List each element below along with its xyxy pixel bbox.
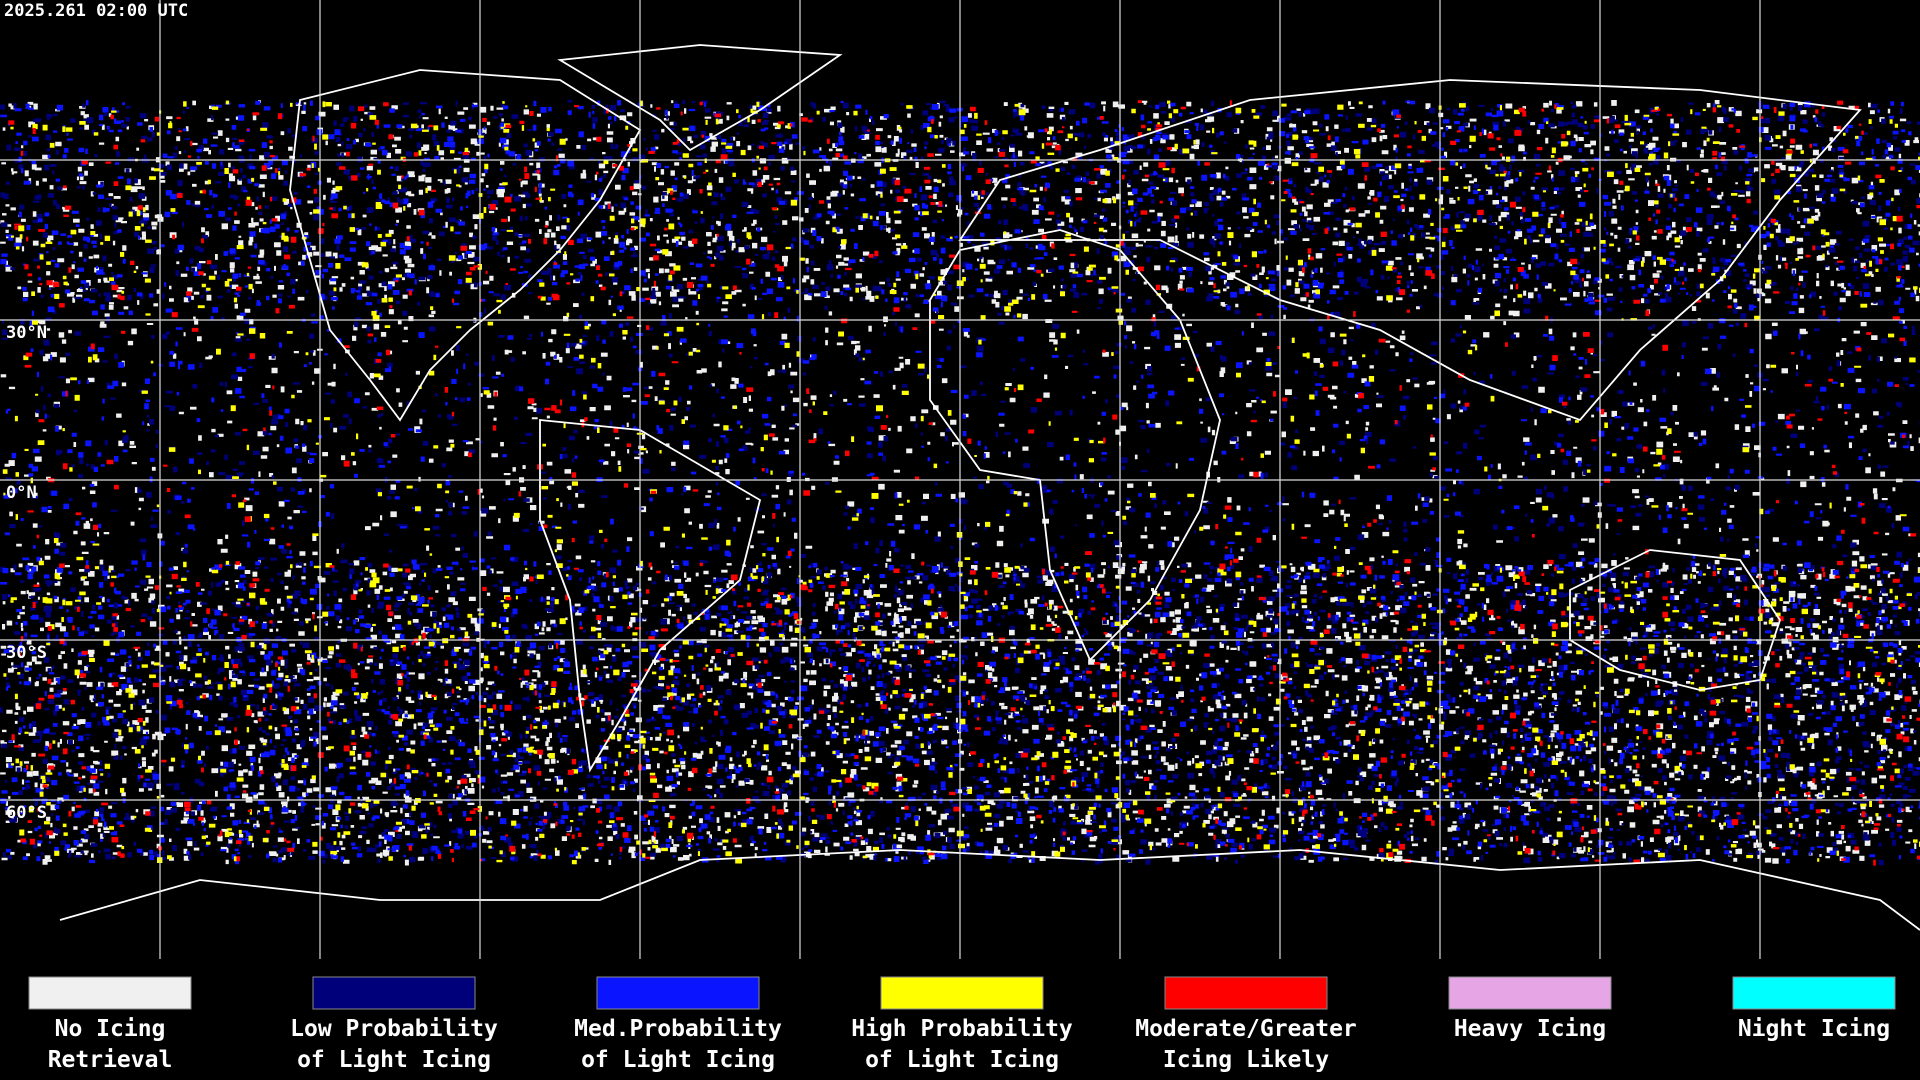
legend-swatch: [880, 976, 1044, 1010]
legend-swatch: [312, 976, 476, 1010]
legend-label: Heavy Icing: [1454, 1016, 1606, 1042]
legend-label: Icing Likely: [1163, 1047, 1329, 1073]
legend-label: of Light Icing: [297, 1047, 491, 1073]
latitude-label: 30°N: [6, 323, 47, 343]
latitude-label: 30°S: [6, 643, 47, 663]
legend-label: of Light Icing: [865, 1047, 1059, 1073]
legend-swatch: [1448, 976, 1612, 1010]
legend-label: Moderate/Greater: [1135, 1016, 1357, 1042]
north-america: [289, 69, 642, 422]
legend: No Icing Retrieval Low Probability of Light…: [28, 976, 1896, 1073]
graticule: [0, 0, 1920, 959]
latitude-label: 0°N: [6, 483, 37, 503]
legend-label: Night Icing: [1738, 1016, 1890, 1042]
antarctica: [59, 849, 1920, 931]
legend-label: No Icing: [55, 1016, 166, 1042]
latitude-label: 60°S: [6, 803, 47, 823]
legend-swatch: [1732, 976, 1896, 1010]
legend-label: of Light Icing: [581, 1047, 775, 1073]
legend-label: Low Probability: [290, 1016, 498, 1042]
legend-swatch: [1164, 976, 1328, 1010]
legend-label: Med.Probability: [574, 1016, 782, 1042]
coastlines: [59, 44, 1920, 931]
greenland: [557, 44, 843, 152]
south-america: [539, 419, 762, 773]
latitude-labels: 30°N 0°N 30°S 60°S: [6, 323, 47, 823]
legend-label: High Probability: [851, 1016, 1073, 1042]
africa-eurasia: [929, 79, 1862, 662]
timestamp: 2025.261 02:00 UTC: [4, 1, 188, 21]
legend-swatch: [596, 976, 760, 1010]
legend-label: Retrieval: [48, 1047, 173, 1073]
legend-swatch: [28, 976, 192, 1010]
